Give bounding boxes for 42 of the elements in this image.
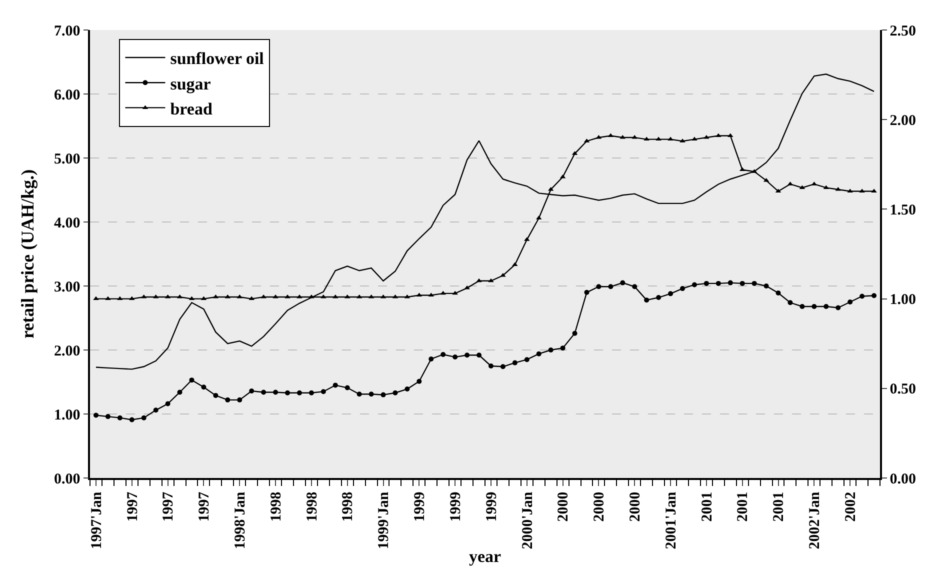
x-tick-label: 1999 xyxy=(412,492,428,522)
x-tick-label: 1997 xyxy=(196,491,213,522)
legend-label: bread xyxy=(170,99,213,118)
x-tick-label: 2000 xyxy=(592,492,608,522)
x-tick-label: 1997 xyxy=(160,491,177,522)
x-tick-label: 2001 xyxy=(735,492,752,522)
x-tick-label: 2002'Jan xyxy=(807,491,824,550)
x-tick-label: 1999 xyxy=(484,492,500,522)
x-tick-label: 1997'Jan xyxy=(88,491,105,550)
y-tick-label: 7.00 xyxy=(54,23,80,40)
x-tick-label: 2000 xyxy=(556,492,572,522)
legend-label: sugar xyxy=(170,74,212,94)
x-tick-label: 1999'Jan xyxy=(376,491,392,550)
y-tick-label: 1.00 xyxy=(54,407,80,424)
x-tick-label: 2002 xyxy=(842,492,859,522)
x-tick-label: 1998 xyxy=(304,492,320,522)
x-tick-label: 2000'Jan xyxy=(520,491,536,550)
y-tick-label: 0.00 xyxy=(54,471,80,488)
x-tick-label: 2001'Jan xyxy=(663,491,680,550)
y-tick-label: 6.00 xyxy=(54,87,80,104)
y-tick-label: 2.00 xyxy=(54,343,80,360)
x-tick-label: 1997 xyxy=(124,491,141,522)
y2-tick-label: 1.00 xyxy=(890,292,916,308)
legend-label: sunflower oil xyxy=(170,49,264,68)
x-tick-label: 1999 xyxy=(448,492,464,522)
x-tick-label: 1998'Jan xyxy=(232,491,248,550)
y-tick-label: 3.00 xyxy=(54,279,80,296)
x-tick-label: 2001 xyxy=(699,492,716,522)
y-tick-label: 5.00 xyxy=(54,151,80,168)
y2-tick-label: 2.50 xyxy=(890,23,916,40)
y2-tick-label: 0.50 xyxy=(890,382,916,398)
x-tick-label: 1998 xyxy=(268,492,284,522)
y2-tick-label: 1.50 xyxy=(890,202,916,218)
y-axis-title: retail price (UAH/kg.) xyxy=(18,169,38,339)
y-tick-label: 4.00 xyxy=(54,215,80,232)
x-tick-label: 2001 xyxy=(771,492,788,522)
x-tick-label: 1998 xyxy=(340,492,356,522)
x-tick-label: 2000 xyxy=(627,492,644,522)
y2-tick-label: 0.00 xyxy=(890,471,916,488)
line-series xyxy=(95,74,875,370)
y2-tick-label: 2.00 xyxy=(890,112,916,129)
x-axis-title: year xyxy=(468,547,502,566)
